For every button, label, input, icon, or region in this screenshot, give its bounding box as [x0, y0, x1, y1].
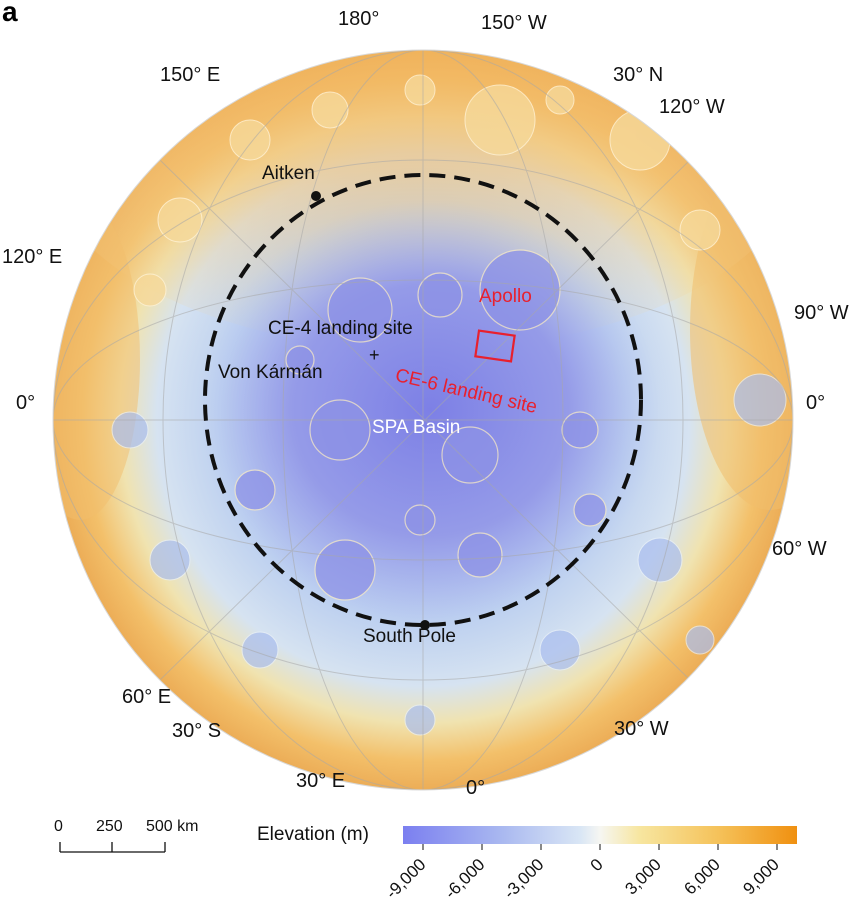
scale-label-0: 0: [54, 818, 63, 835]
ce4-marker: +: [369, 345, 380, 365]
scale-label-250: 250: [96, 818, 123, 835]
craters: [234, 249, 607, 601]
colorbar-ticks: [422, 844, 778, 850]
label-zero-left: 0°: [16, 392, 36, 414]
label-zero-bottom: 0°: [466, 777, 486, 799]
label-lon-60e: 60° E: [122, 686, 172, 708]
elevation-colorbar: [403, 826, 797, 844]
panel-label: a: [2, 0, 18, 27]
ce6-landing-box: [474, 329, 516, 363]
label-lat-30s: 30° S: [172, 720, 222, 742]
label-lon-120e: 120° E: [2, 246, 63, 268]
label-lon-150w: 150° W: [481, 12, 547, 34]
label-apollo: Apollo: [479, 286, 532, 307]
spa-basin-rim: [203, 173, 643, 627]
western-highlands: [53, 200, 140, 520]
highland-craters: [133, 74, 721, 307]
label-von-karman: Von Kármán: [218, 362, 323, 383]
label-aitken: Aitken: [262, 163, 315, 184]
label-spa-basin: SPA Basin: [372, 417, 461, 438]
label-lon-150e: 150° E: [160, 64, 221, 86]
label-lon-30w: 30° W: [614, 718, 669, 740]
label-south-pole: South Pole: [363, 626, 456, 647]
scale-label-500: 500 km: [146, 818, 199, 835]
label-zero-right: 0°: [806, 392, 826, 414]
spa-basin-floor: [200, 200, 660, 620]
aitken-marker: [311, 191, 321, 201]
south-pole-marker: [420, 620, 430, 630]
label-lon-120w: 120° W: [659, 96, 725, 118]
label-lon-90w: 90° W: [794, 302, 849, 324]
label-lon-180: 180°: [338, 8, 380, 30]
label-lat-30n: 30° N: [613, 64, 664, 86]
label-lon-30e: 30° E: [296, 770, 346, 792]
label-lon-60w: 60° W: [772, 538, 827, 560]
scale-bar: [59, 842, 166, 853]
legend-title: Elevation (m): [257, 824, 369, 845]
label-ce4-site: CE-4 landing site: [268, 318, 413, 339]
graticule: [53, 50, 793, 790]
